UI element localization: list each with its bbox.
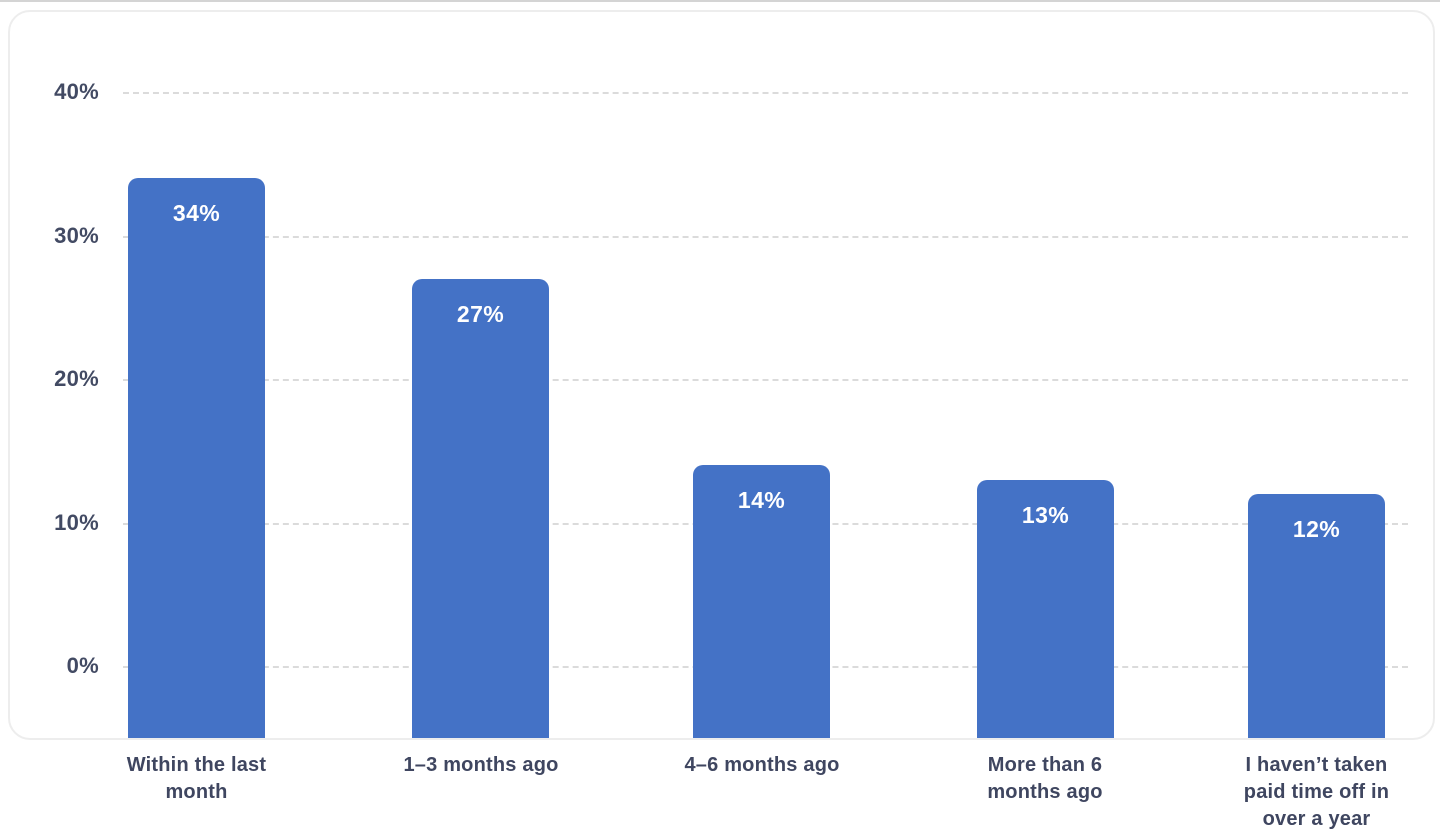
gridline-30 [123,235,1408,238]
x-axis-category-label-line: over a year [1262,808,1371,830]
y-axis-tick-label: 0% [66,653,99,679]
x-axis-category-label: I haven’t taken paid time off in over a ye… [1207,752,1427,833]
y-axis-tick-label: 10% [54,509,99,535]
x-axis-category-label: 4–6 months ago [652,752,872,779]
bar-value-label: 13% [1021,501,1070,528]
x-axis-category-label: More than 6 months ago [935,752,1155,806]
y-axis-tick-label: 20% [54,366,99,392]
chart-card: 40% 30% 20% 10% 0% 34% 27% 14% 13% 12% [8,10,1435,740]
bar-value-label: 27% [456,300,505,327]
x-axis-category-label: 1–3 months ago [371,752,591,779]
bar-3: 14% [693,465,830,738]
bar-value-label: 34% [172,200,221,227]
x-axis-labels: Within the last month 1–3 months ago 4–6 mo… [0,752,1440,840]
y-axis-tick-label: 40% [54,79,99,105]
bar-1: 34% [128,178,265,738]
bar-4: 13% [977,479,1114,738]
x-axis-category-label-line: month [165,781,228,803]
gridline-20 [123,379,1408,382]
gridline-40 [123,92,1408,95]
x-axis-category-label: Within the last month [87,752,307,806]
x-axis-category-label-line: More than 6 [987,754,1103,776]
x-axis-category-label-line: paid time off in [1243,781,1390,803]
x-axis-category-label-line: months ago [987,781,1103,803]
y-axis-tick-label: 30% [54,222,99,248]
x-axis-category-label-line: Within the last [126,754,267,776]
x-axis-category-label-line: 4–6 months ago [684,754,840,776]
top-edge-divider [0,0,1440,2]
plot-area: 40% 30% 20% 10% 0% 34% 27% 14% 13% 12% [10,12,1433,738]
bar-2: 27% [412,278,549,738]
bar-5: 12% [1248,494,1385,738]
bar-value-label: 12% [1292,516,1341,543]
bar-value-label: 14% [737,487,786,514]
x-axis-category-label-line: I haven’t taken [1245,754,1388,776]
x-axis-category-label-line: 1–3 months ago [403,754,559,776]
